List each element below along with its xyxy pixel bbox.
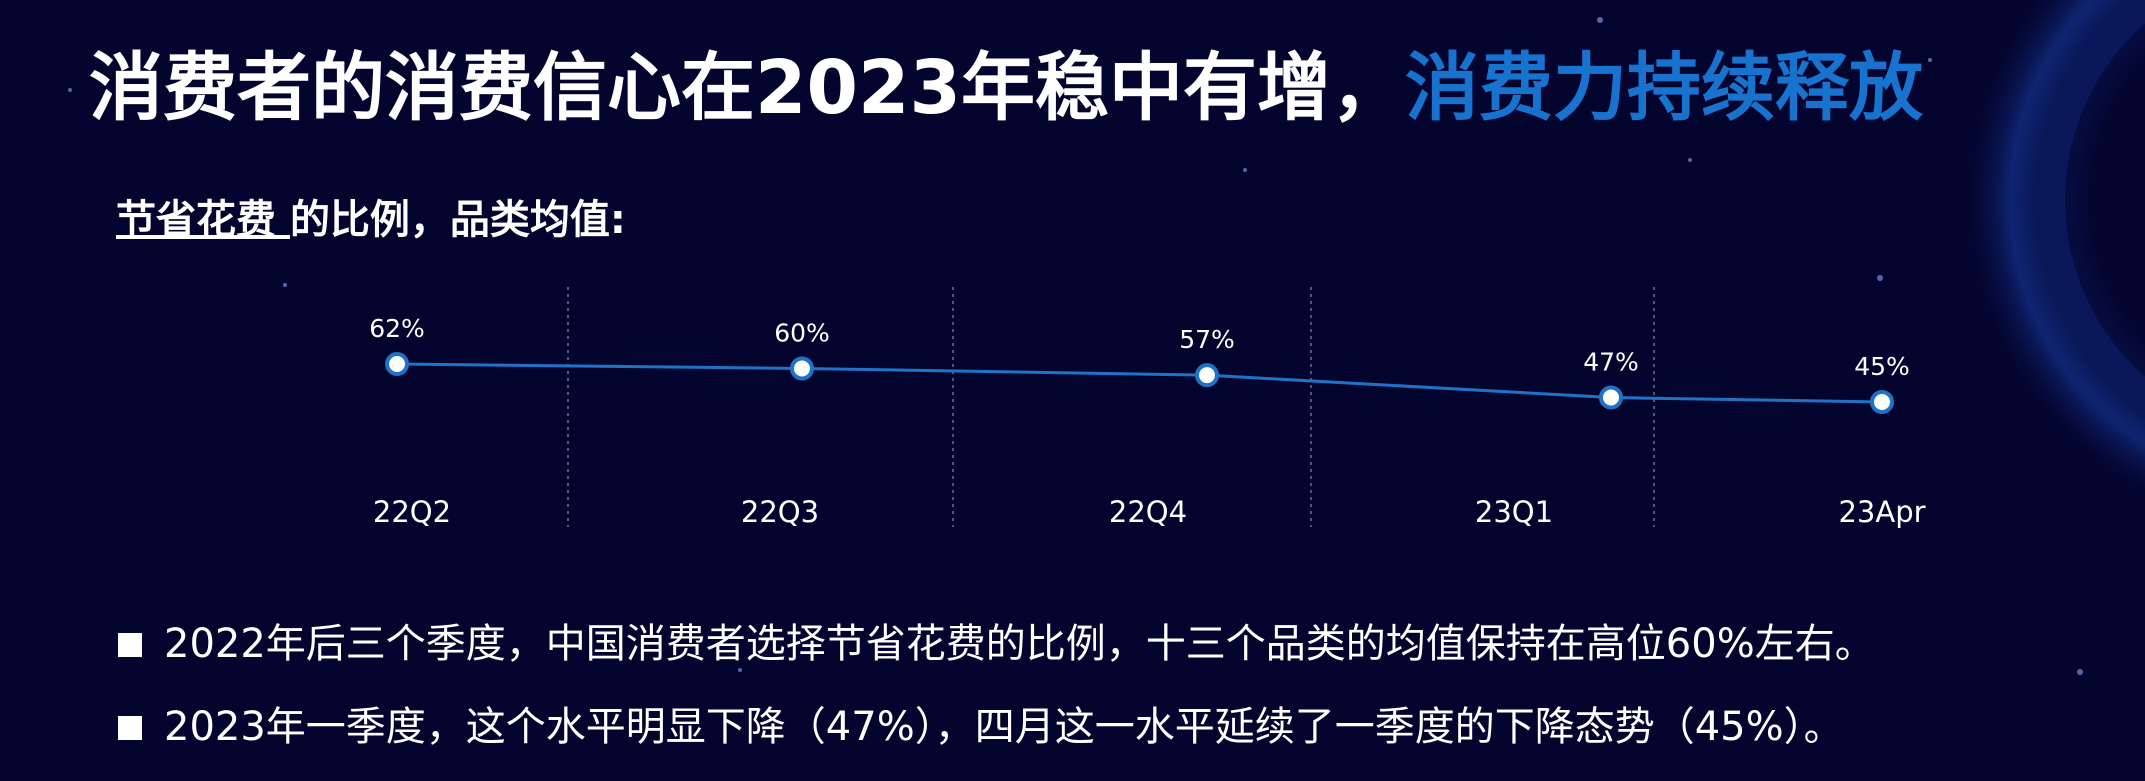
title-main: 消费者的消费信心在2023年稳中有增，: [89, 45, 1405, 131]
point: [1195, 363, 1219, 388]
category-label: 23Q1: [1475, 495, 1553, 529]
subtitle: 节省花费 的比例，品类均值:: [116, 197, 626, 243]
point: [385, 352, 409, 376]
value-label: 60%: [774, 318, 830, 347]
value-label: 57%: [1179, 325, 1235, 354]
category-label: 22Q3: [741, 495, 819, 529]
category-label: 23Apr: [1838, 495, 1925, 529]
point: [1599, 385, 1623, 410]
point: [790, 356, 814, 381]
value-label: 47%: [1583, 348, 1639, 377]
subtitle-highlight: 节省花费: [116, 197, 290, 243]
category-label: 22Q4: [1109, 495, 1187, 529]
stars: [68, 17, 2083, 675]
decor-ring: [2035, 0, 2145, 415]
point: [1870, 390, 1894, 414]
bullet: [118, 633, 142, 657]
subtitle-main: 的比例，品类均值:: [290, 197, 626, 243]
title-highlight: 消费力持续释放: [1405, 45, 1923, 131]
note: 2022年后三个季度，中国消费者选择节省花费的比例，十三个品类的均值保持在高位6…: [164, 621, 1875, 667]
bullet: [118, 716, 142, 740]
title: 消费者的消费信心在2023年稳中有增，消费力持续释放: [89, 45, 1923, 131]
separators: [567, 287, 1655, 527]
note: 2023年一季度，这个水平明显下降（47%），四月这一水平延续了一季度的下降态势…: [164, 704, 1844, 750]
category-label: 22Q2: [373, 495, 451, 529]
value-label: 45%: [1854, 352, 1910, 381]
value-label: 62%: [369, 314, 425, 343]
